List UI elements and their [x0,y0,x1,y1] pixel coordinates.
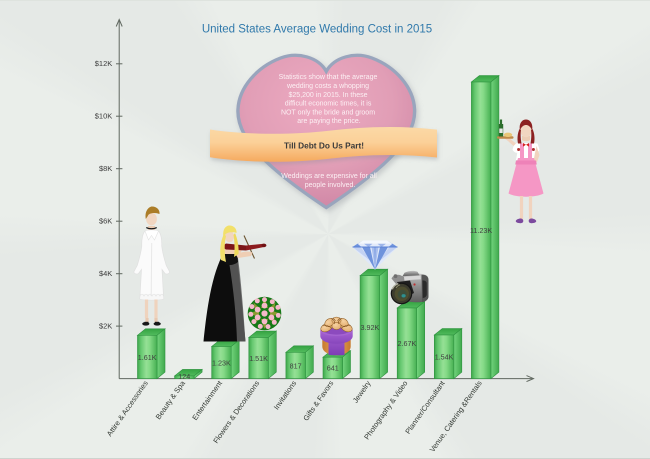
svg-text:Till Debt Do Us Part!: Till Debt Do Us Part! [284,141,364,151]
svg-text:1.61K: 1.61K [138,353,157,362]
svg-text:Beauty & Spa: Beauty & Spa [154,378,188,421]
svg-text:Statistics show that the avera: Statistics show that the average wedding… [279,74,380,125]
svg-text:$10K: $10K [95,112,113,121]
svg-text:641: 641 [327,364,339,373]
svg-text:$6K: $6K [99,216,112,225]
svg-text:$2K: $2K [99,321,112,330]
svg-text:817: 817 [290,361,302,370]
svg-text:Jewelry: Jewelry [351,379,373,405]
svg-text:Gifts & Favors: Gifts & Favors [301,379,335,423]
svg-text:$8K: $8K [99,164,112,173]
svg-text:1.54K: 1.54K [435,353,454,362]
svg-text:Planner/Consultant: Planner/Consultant [403,379,446,436]
svg-text:$4K: $4K [99,269,112,278]
svg-text:2.67K: 2.67K [398,339,417,348]
svg-text:Invitations: Invitations [272,379,299,412]
svg-text:1.23K: 1.23K [212,358,231,367]
svg-text:3.92K: 3.92K [361,323,380,332]
svg-text:$12K: $12K [95,59,113,68]
svg-text:United States Average Wedding: United States Average Wedding Cost in 20… [202,24,432,36]
svg-text:Weddings are expensive for all: Weddings are expensive for all people in… [281,173,379,189]
svg-text:Attire & Accessories: Attire & Accessories [105,379,150,438]
svg-text:Entertainment: Entertainment [190,379,224,422]
svg-text:124: 124 [178,372,190,381]
svg-text:1.51K: 1.51K [249,354,268,363]
svg-text:11.23K: 11.23K [470,226,492,235]
